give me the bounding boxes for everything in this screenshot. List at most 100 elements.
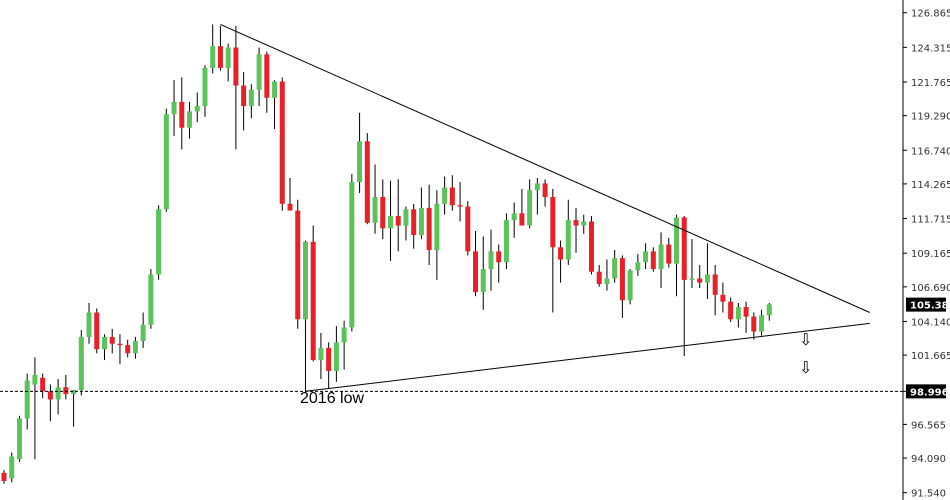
trendline-upper xyxy=(220,23,870,313)
tick-label: 96.565 xyxy=(911,420,946,431)
candle-body-down xyxy=(681,217,687,280)
candle-body-down xyxy=(310,241,316,361)
candle-body-down xyxy=(588,221,594,272)
candle-body-up xyxy=(194,105,200,112)
candle-body-up xyxy=(171,101,177,115)
candle-body-down xyxy=(1,472,7,481)
tick-label: 114.265 xyxy=(911,180,950,191)
candle-body-up xyxy=(658,244,664,270)
candle-body-down xyxy=(287,203,293,211)
candle-body-up xyxy=(674,217,680,264)
candle-body-down xyxy=(728,301,734,320)
price-axis: 126.865 124.315 121.765 119.290 116.740 114.2… xyxy=(902,0,950,500)
tick-label: 121.765 xyxy=(911,78,950,89)
candle-body-up xyxy=(318,347,324,361)
price-tag-current-label: 105.381 xyxy=(910,301,950,312)
candle-body-down xyxy=(264,54,270,98)
candle-body-up xyxy=(442,187,448,204)
candle-body-up xyxy=(434,203,440,250)
candle-body-up xyxy=(388,216,393,229)
candle-body-up xyxy=(581,221,587,226)
tick-label: 109.165 xyxy=(911,249,950,260)
candle-body-down xyxy=(697,278,703,283)
candle-body-up xyxy=(349,182,355,328)
candle-body-up xyxy=(71,389,77,395)
candle-body-down xyxy=(573,220,579,226)
candle-body-up xyxy=(766,304,772,316)
candle-body-down xyxy=(457,205,463,207)
candles-group xyxy=(1,24,772,484)
candle-body-up xyxy=(9,456,15,479)
candle-body-down xyxy=(558,247,564,260)
candle-body-up xyxy=(272,81,278,98)
candle-body-down xyxy=(619,258,625,301)
candle-body-up xyxy=(612,258,618,279)
candle-body-up xyxy=(565,220,571,260)
tick-label: 101.665 xyxy=(911,351,950,362)
candle-body-up xyxy=(225,47,231,68)
candle-body-up xyxy=(187,111,193,128)
candle-body-up xyxy=(643,251,649,263)
candle-body-down xyxy=(496,251,502,263)
candle-body-up xyxy=(503,220,509,263)
candle-body-up xyxy=(534,183,540,191)
candle-body-up xyxy=(488,251,494,270)
candle-body-down xyxy=(94,312,100,350)
candle-body-up xyxy=(689,278,695,280)
candle-body-up xyxy=(333,342,339,371)
candle-body-down xyxy=(40,377,46,392)
candle-body-up xyxy=(604,278,610,284)
tick-label: 116.740 xyxy=(911,146,950,157)
candle-body-up xyxy=(24,380,30,419)
candle-body-up xyxy=(132,341,138,354)
candle-body-down xyxy=(380,197,386,229)
tick-label: 111.715 xyxy=(911,215,950,226)
candle-body-down xyxy=(233,47,239,86)
tick-label: 106.690 xyxy=(911,283,950,294)
candle-body-up xyxy=(759,315,765,332)
tick-label: 119.290 xyxy=(911,112,950,123)
candle-body-down xyxy=(326,347,332,371)
candle-body-down xyxy=(217,46,223,68)
candle-body-down xyxy=(295,210,301,320)
annotation-2016-low: 2016 low xyxy=(300,390,364,407)
candle-body-down xyxy=(179,101,185,128)
candle-body-down xyxy=(712,274,718,295)
candle-body-down xyxy=(117,343,123,346)
candle-body-up xyxy=(480,269,486,293)
candle-body-down xyxy=(751,316,757,332)
candle-body-down xyxy=(743,307,749,317)
candle-body-down xyxy=(720,294,726,302)
candle-body-up xyxy=(86,312,92,337)
candle-body-up xyxy=(78,336,84,390)
candle-body-down xyxy=(411,209,417,236)
candle-body-up xyxy=(635,262,641,271)
candle-body-down xyxy=(279,81,285,204)
candle-body-up xyxy=(202,67,208,106)
tick-label: 94.090 xyxy=(911,454,946,465)
price-tag-current xyxy=(906,297,946,312)
candle-body-down xyxy=(395,216,401,226)
candle-body-up xyxy=(527,190,533,226)
candle-body-up xyxy=(248,89,254,106)
candle-body-up xyxy=(357,141,363,183)
trendlines-group xyxy=(0,23,903,392)
price-tag-support-label: 98.996 xyxy=(910,387,949,398)
candle-body-up xyxy=(403,209,409,226)
down-arrow-icon: ⇩ xyxy=(799,358,812,377)
tick-label: 126.865 xyxy=(911,9,950,20)
candle-body-up xyxy=(341,327,347,343)
candle-body-up xyxy=(418,207,424,236)
candle-body-down xyxy=(473,251,479,293)
candle-body-down xyxy=(666,244,672,264)
candle-body-up xyxy=(55,387,61,400)
candle-body-down xyxy=(109,336,115,344)
tick-label: 104.140 xyxy=(911,317,950,328)
tick-label: 91.540 xyxy=(911,489,946,500)
candle-body-up xyxy=(372,197,378,223)
candle-body-up xyxy=(511,213,517,221)
candle-body-up xyxy=(704,274,710,283)
candle-body-up xyxy=(148,274,154,325)
candle-body-down xyxy=(596,271,602,284)
